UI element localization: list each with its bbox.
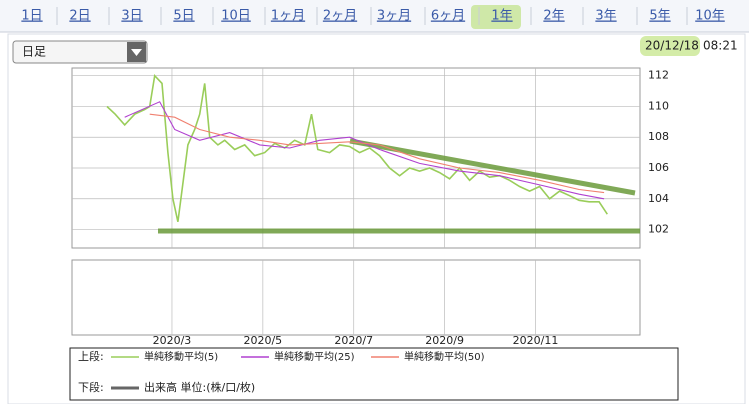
dropdown-arrow: [131, 49, 142, 56]
active-tab-highlight: [471, 5, 521, 29]
tab[interactable]: 10年: [695, 9, 725, 24]
volume-panel: [71, 259, 641, 336]
y-tick-label: 108: [648, 130, 669, 143]
series-line: [149, 113, 605, 194]
trend-highlight: [349, 138, 636, 196]
tab[interactable]: 2日: [69, 9, 90, 24]
tab[interactable]: 5年: [649, 9, 670, 24]
legend-entry: 単純移動平均(50): [404, 350, 485, 363]
x-tick-label: 2020/7: [334, 334, 373, 347]
timestamp-time: 08:21: [703, 39, 738, 53]
x-tick-label: 2020/9: [425, 334, 464, 347]
dropdown[interactable]: [12, 40, 148, 64]
dropdown-label[interactable]: 日足: [22, 45, 46, 59]
price-panel: [71, 67, 641, 249]
x-tick-label: 2020/5: [243, 334, 282, 347]
tab[interactable]: 1年: [491, 9, 512, 24]
timestamp-date: 20/12/18: [645, 39, 699, 53]
tab[interactable]: 1ヶ月: [271, 9, 305, 24]
series-line: [106, 73, 608, 222]
y-tick-label: 112: [648, 69, 669, 82]
plot: 102 104 106 108 110 112 2020/3 2020/5 2020/7 2020…: [72, 68, 669, 363]
tab[interactable]: 10日: [221, 9, 251, 24]
legend-lower-label: 下段:: [78, 380, 104, 394]
tab[interactable]: 3年: [595, 9, 616, 24]
y-tick-label: 106: [648, 161, 669, 174]
x-tick-label: 2020/3: [153, 334, 192, 347]
tab[interactable]: 3日: [121, 9, 142, 24]
tab[interactable]: 1日: [21, 9, 42, 24]
y-tick-label: 104: [648, 192, 669, 205]
y-tick-label: 102: [648, 223, 669, 236]
series-line: [124, 101, 605, 200]
y-tick-label: 110: [648, 99, 669, 112]
legend-entry: 単純移動平均(25): [274, 350, 355, 363]
tab-bar: [0, 0, 749, 32]
legend-entry: 単純移動平均(5): [144, 350, 218, 363]
tab[interactable]: 3ヶ月: [377, 9, 411, 24]
tab[interactable]: 2年: [543, 9, 564, 24]
legend-upper-label: 上段:: [78, 349, 104, 363]
legend-volume: 出来高 単位:(株/口/枚): [144, 380, 255, 394]
tab[interactable]: 6ヶ月: [431, 9, 465, 24]
tab[interactable]: 2ヶ月: [323, 9, 357, 24]
tab[interactable]: 5日: [173, 9, 194, 24]
date-highlight: [640, 36, 700, 56]
x-tick-label: 2020/11: [513, 334, 559, 347]
